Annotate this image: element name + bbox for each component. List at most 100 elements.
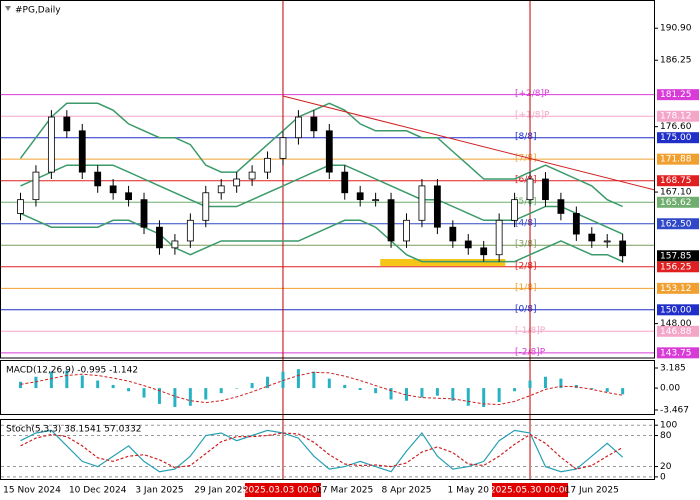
y-tick-label: 3.185 <box>660 363 686 373</box>
macd-bar <box>374 388 378 394</box>
level-price-label: 156.25 <box>660 262 692 272</box>
candle-body <box>32 171 40 201</box>
macd-bar <box>188 388 192 406</box>
level-price-label: 150.00 <box>660 305 692 315</box>
crosshair-date-label: 2025.03.03 00:00 <box>243 486 324 496</box>
macd-bar <box>543 376 547 389</box>
stoch-line <box>20 429 624 473</box>
macd-bar <box>358 388 362 390</box>
support-zone <box>380 258 506 267</box>
macd-bar <box>405 388 408 401</box>
candle-body <box>248 171 256 180</box>
x-tick-label: 10 Dec 2024 <box>69 486 127 496</box>
stoch-title: Stoch(5,3,3) 38.1541 57.0332 <box>6 425 141 435</box>
level-price-label: 178.12 <box>660 112 692 122</box>
macd-bar <box>142 388 146 398</box>
level-price-box <box>657 110 699 122</box>
macd-bar <box>219 388 223 394</box>
y-tick-label: 80 <box>660 431 672 441</box>
symbol-icon <box>5 6 11 11</box>
level-label: [0/8] <box>515 304 537 314</box>
candle-body <box>511 199 518 221</box>
candle-body <box>356 192 364 201</box>
level-price-label: 153.12 <box>660 284 692 294</box>
level-price-label: 168.75 <box>660 176 692 186</box>
macd-bar <box>451 388 455 401</box>
bollinger-lower <box>20 212 624 263</box>
candle-body <box>495 219 503 256</box>
macd-bar <box>80 375 84 389</box>
candle-body <box>449 226 457 242</box>
macd-bar <box>343 384 347 389</box>
level-price-label: 181.25 <box>660 90 692 100</box>
candle-body <box>63 116 71 132</box>
level-price-box <box>657 325 699 337</box>
macd-title: MACD(12,26,9) -0.995 -1.142 <box>6 366 138 376</box>
level-label: [3/8] <box>515 240 537 250</box>
bollinger-middle <box>20 164 624 235</box>
x-tick-label: 8 Apr 2025 <box>382 486 432 496</box>
macd-frame <box>0 360 655 415</box>
candle-body <box>619 240 627 257</box>
macd-bar <box>605 388 609 392</box>
y-tick-label: 20 <box>660 462 672 472</box>
macd-bar <box>281 371 285 389</box>
y-tick-label: 167.10 <box>660 188 692 198</box>
candle-body <box>325 130 333 173</box>
candle-body <box>295 116 302 139</box>
candle-body <box>403 219 410 242</box>
candle-body <box>125 192 132 201</box>
candle-body <box>603 240 611 243</box>
macd-bar <box>621 388 625 395</box>
level-price-box <box>657 218 699 230</box>
x-tick-label: 3 Jan 2025 <box>135 486 183 496</box>
candle-body <box>156 226 163 249</box>
level-label: [+1/8]P <box>515 111 550 121</box>
macd-bar <box>482 388 486 408</box>
candle-body <box>387 199 395 242</box>
macd-bar <box>327 378 331 389</box>
level-price-box <box>657 282 699 294</box>
stoch-frame <box>0 419 655 480</box>
macd-bar <box>296 369 300 389</box>
macd-bar <box>389 388 393 400</box>
y-tick-label: 100 <box>660 421 677 431</box>
level-label: [8/8] <box>515 132 537 142</box>
current-price-box <box>657 250 699 262</box>
candle-body <box>233 178 241 187</box>
level-label: [2/8] <box>515 261 537 271</box>
macd-bar <box>235 388 239 389</box>
candle-body <box>94 171 102 187</box>
y-tick-label: 0 <box>660 472 666 482</box>
macd-bar <box>127 388 131 392</box>
macd-bar <box>497 388 501 402</box>
level-price-label: 175.00 <box>660 133 692 143</box>
level-price-box <box>657 196 699 208</box>
macd-bar <box>204 388 208 400</box>
level-price-box <box>657 261 699 273</box>
level-price-label: 171.88 <box>660 155 692 165</box>
macd-bar <box>420 388 424 398</box>
level-label: [6/8] <box>515 175 537 185</box>
macd-bar <box>250 383 254 389</box>
chart-title: #PG,Daily <box>15 6 61 16</box>
macd-bar <box>19 381 22 389</box>
trendline <box>282 95 656 191</box>
level-price-label: 143.75 <box>660 348 692 358</box>
macd-bar <box>435 388 439 396</box>
macd-bar <box>157 388 161 404</box>
candle-body <box>433 185 441 228</box>
macd-bar <box>466 388 470 406</box>
level-label: [4/8] <box>515 218 537 228</box>
x-tick-label: 15 Nov 2024 <box>3 486 61 496</box>
candle-body <box>78 130 86 173</box>
candle-body <box>140 199 148 228</box>
level-price-box <box>657 153 699 165</box>
x-tick-label: 1 May 20 <box>448 486 490 496</box>
candle-body <box>464 240 472 249</box>
candle-body <box>480 247 488 256</box>
level-label: [1/8] <box>515 283 537 293</box>
